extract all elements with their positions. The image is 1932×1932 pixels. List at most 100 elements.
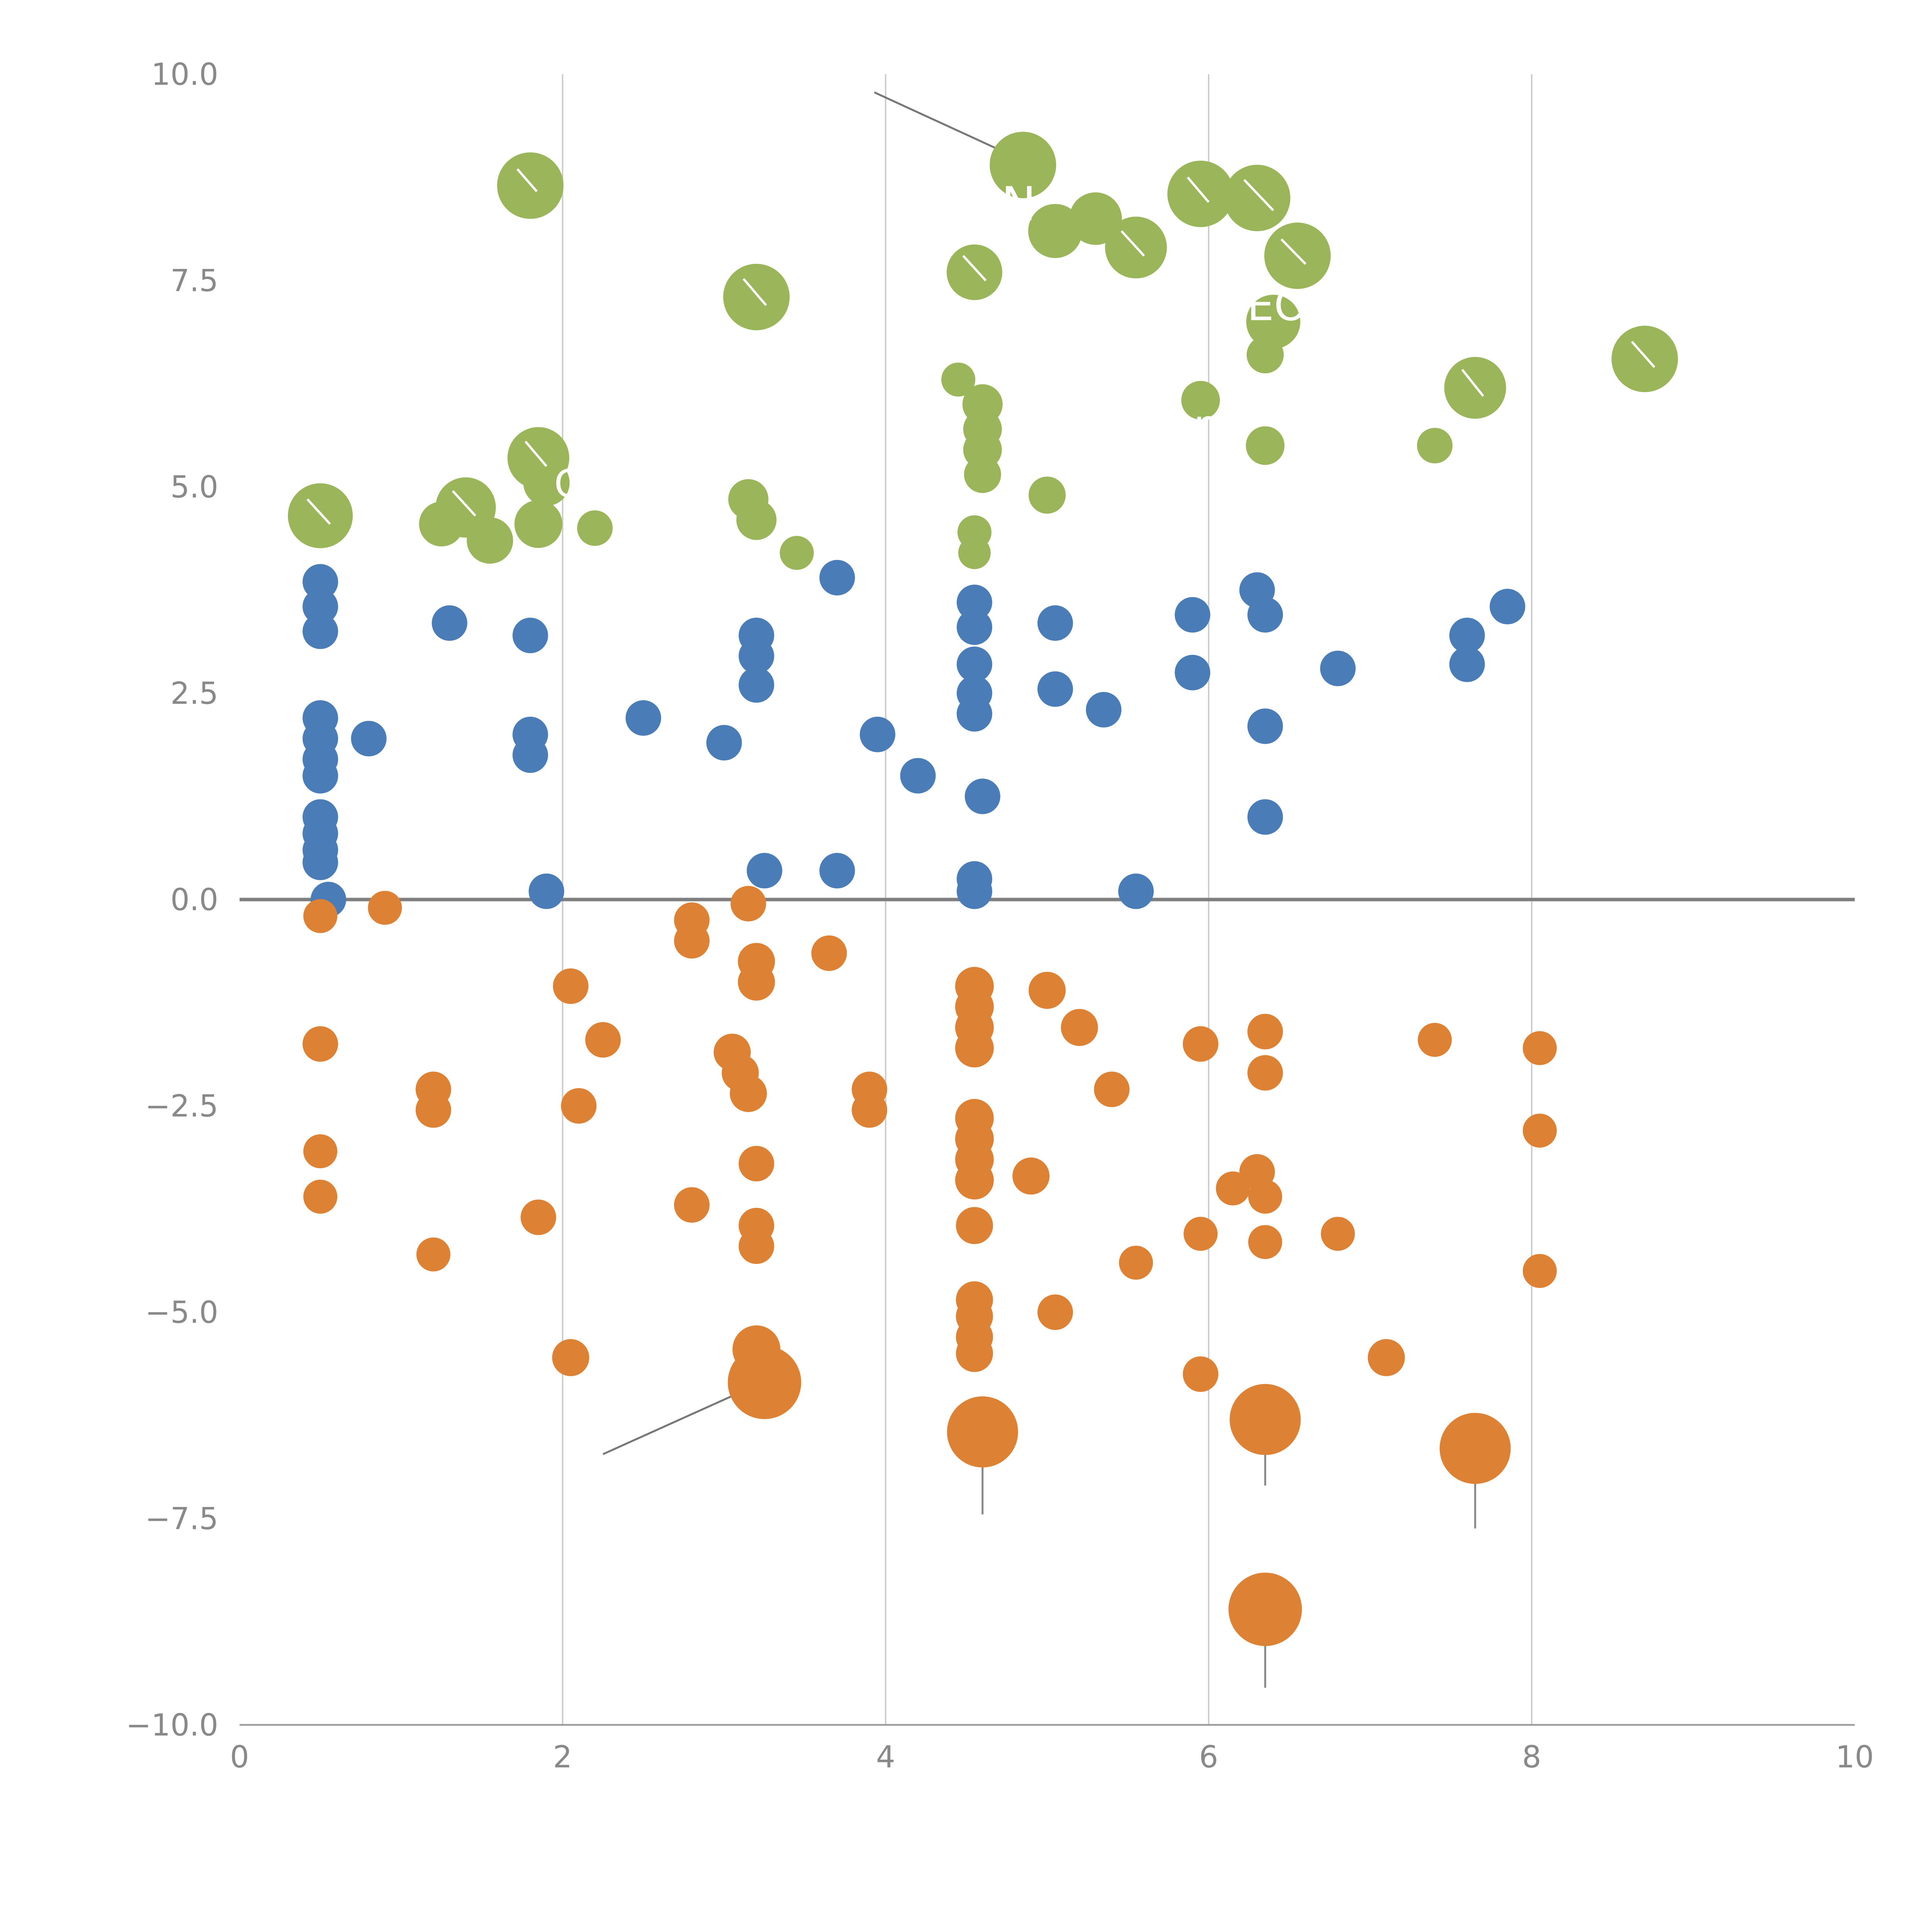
bubble-blue (1086, 692, 1122, 728)
bubble-blue (303, 613, 338, 649)
bubble-orange (1439, 1413, 1511, 1484)
bubble-orange (368, 891, 402, 925)
bubble-orange (1012, 1157, 1050, 1195)
bubble-blue (1037, 671, 1073, 707)
y-tick-label: −10.0 (126, 1708, 218, 1743)
bubble-green (514, 500, 563, 548)
white-leader-line (1631, 341, 1655, 368)
bubble-orange (674, 923, 710, 959)
bubble-blue (900, 758, 936, 794)
bubble-blue (860, 716, 896, 752)
bubble-orange (1248, 1225, 1282, 1259)
x-tick-label: 2 (553, 1740, 572, 1775)
bubble-orange (738, 1146, 774, 1182)
bubble-blue (1449, 646, 1485, 682)
bubble-orange (1418, 1023, 1452, 1057)
bubble-blue (303, 758, 338, 794)
bubble-green (466, 517, 513, 564)
bubble-orange (415, 1092, 451, 1128)
bubble-orange (674, 1187, 710, 1223)
bubble-orange (416, 1237, 451, 1272)
bubble-green (1181, 381, 1220, 420)
bubble-green (1611, 325, 1678, 392)
y-tick-label: 5.0 (170, 470, 218, 505)
leader-line (602, 1385, 754, 1455)
bubble-green (964, 456, 1001, 493)
bubble-blue (956, 585, 992, 621)
bubble-green (1417, 428, 1453, 464)
bubble-orange (955, 1161, 994, 1200)
bubble-orange (1037, 1294, 1073, 1330)
bubble-blue (1037, 605, 1073, 641)
bubble-orange (303, 1179, 337, 1214)
bubble-orange (730, 1075, 767, 1112)
bubble-blue (1247, 597, 1283, 633)
bubble-orange (955, 1029, 994, 1068)
bubble-blue (1247, 708, 1283, 744)
bubble-orange (1247, 1014, 1283, 1049)
white-leader-line (1280, 238, 1306, 265)
bubble-blue (819, 853, 855, 889)
bubble-orange (956, 1335, 993, 1372)
bubble-orange (1248, 1179, 1282, 1214)
y-tick-label: −5.0 (145, 1295, 218, 1330)
bubble-orange (1119, 1245, 1153, 1280)
bubble-orange (1184, 1217, 1218, 1251)
bubble-blue (303, 564, 338, 600)
bubble-orange (303, 1134, 337, 1168)
bubble-orange (1522, 1114, 1557, 1148)
y-tick-label: 2.5 (170, 676, 218, 711)
y-tick-label: −7.5 (145, 1502, 218, 1536)
bubble-green (288, 483, 353, 548)
bubble-blue (956, 646, 992, 682)
bubble-green (1224, 165, 1291, 231)
bubble-green (941, 362, 976, 397)
bubble-blue (303, 588, 338, 624)
bubble-blue (956, 873, 992, 909)
bubble-green (577, 510, 613, 546)
bubble-green (780, 536, 814, 570)
bubble-blue (1247, 799, 1283, 835)
bubble-blue (819, 560, 855, 595)
bubble-green (1247, 336, 1284, 374)
bubble-blue (1118, 873, 1154, 909)
white-leader-line (306, 498, 331, 525)
annotation-label: MLN (935, 177, 1036, 231)
bubble-orange (1061, 1009, 1098, 1046)
bubble-green (1246, 426, 1285, 465)
bubble-blue (1449, 617, 1485, 653)
bubble-orange (738, 963, 775, 1001)
bubble-blue (432, 605, 468, 641)
white-leader-line (1461, 369, 1484, 397)
bubble-blue (738, 667, 774, 703)
bubble-green (736, 500, 777, 540)
y-tick-label: −2.5 (145, 1089, 218, 1124)
bubble-blue (351, 721, 387, 757)
white-leader-line (452, 490, 476, 517)
bubble-orange (1216, 1171, 1250, 1206)
y-tick-label: 0.0 (170, 883, 218, 917)
annotation-label: EOF (1247, 281, 1332, 330)
bubble-blue (706, 725, 742, 761)
bubble-blue (512, 737, 548, 773)
white-leader-line (524, 440, 548, 467)
bubble-orange (552, 1339, 589, 1376)
bubble-orange (728, 1345, 801, 1419)
leader-line (874, 91, 1019, 160)
bubble-green (946, 244, 1002, 300)
bubble-orange (1522, 1031, 1557, 1065)
bubble-blue (1175, 655, 1211, 690)
bubble-blue (512, 617, 548, 653)
bubble-green (1444, 357, 1506, 419)
bubble-orange (1183, 1026, 1219, 1062)
bubble-blue (303, 844, 338, 880)
bubble-orange (738, 1228, 774, 1264)
bubble-blue (529, 873, 565, 909)
bubble-orange (303, 899, 337, 933)
bubble-green (990, 131, 1056, 198)
bubble-green (1028, 204, 1082, 258)
white-leader-line (742, 278, 767, 306)
x-tick-label: 6 (1199, 1740, 1218, 1775)
bubble-orange (1247, 1055, 1283, 1091)
